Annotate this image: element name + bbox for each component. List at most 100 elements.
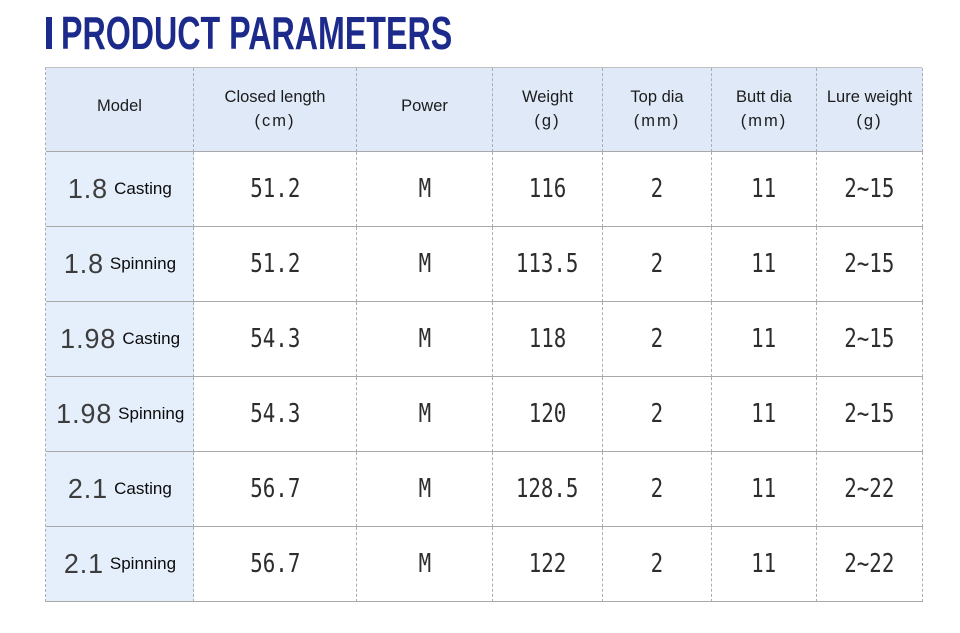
header-unit: (mm) <box>633 112 681 131</box>
value: M <box>418 399 431 429</box>
value: 54.3 <box>249 399 301 429</box>
cell-power: M <box>357 377 493 452</box>
cell-power: M <box>357 452 493 527</box>
value: 2 <box>650 324 664 354</box>
cell-butt-dia: 11 <box>712 452 817 527</box>
cell-model: 1.98 Spinning <box>46 377 194 452</box>
model-size: 1.8 <box>68 173 109 204</box>
header-cell-model: Model <box>46 68 194 152</box>
value: 2~15 <box>844 324 895 354</box>
cell-top-dia: 2 <box>603 377 712 452</box>
cell-weight: 122 <box>493 527 603 602</box>
cell-power: M <box>357 302 493 377</box>
value: 122 <box>528 549 567 579</box>
title-accent-bar <box>46 17 52 49</box>
value: M <box>418 249 431 279</box>
header-label: Closed length <box>224 88 326 107</box>
cell-top-dia: 2 <box>603 452 712 527</box>
cell-closed-length: 56.7 <box>194 452 357 527</box>
header-unit: (g) <box>856 112 883 131</box>
value: M <box>418 174 431 204</box>
value: 56.7 <box>249 549 301 579</box>
value: 116 <box>528 174 567 204</box>
cell-weight: 118 <box>493 302 603 377</box>
header-label: Model <box>97 97 142 116</box>
header-cell-closed-length: Closed length (cm) <box>194 68 357 152</box>
cell-top-dia: 2 <box>603 227 712 302</box>
header-unit: (g) <box>534 112 561 131</box>
model-size: 2.1 <box>68 473 109 504</box>
cell-top-dia: 2 <box>603 152 712 227</box>
cell-lure-weight: 2~22 <box>817 452 923 527</box>
title-section: PRODUCT PARAMETERS <box>46 10 620 56</box>
value: 51.2 <box>249 174 301 204</box>
value: 11 <box>751 474 777 504</box>
cell-lure-weight: 2~22 <box>817 527 923 602</box>
cell-top-dia: 2 <box>603 302 712 377</box>
value: 2 <box>650 174 664 204</box>
cell-lure-weight: 2~15 <box>817 152 923 227</box>
value: 11 <box>751 549 777 579</box>
model-type: Casting <box>114 479 172 498</box>
value: 2~15 <box>844 174 895 204</box>
model-size: 1.98 <box>55 398 112 429</box>
cell-lure-weight: 2~15 <box>817 377 923 452</box>
cell-model: 1.98 Casting <box>46 302 194 377</box>
cell-power: M <box>357 527 493 602</box>
value: 120 <box>528 399 567 429</box>
cell-model: 1.8 Spinning <box>46 227 194 302</box>
cell-model: 1.8 Casting <box>46 152 194 227</box>
model-type: Spinning <box>118 404 185 423</box>
header-cell-butt-dia: Butt dia (mm) <box>712 68 817 152</box>
cell-weight: 128.5 <box>493 452 603 527</box>
cell-butt-dia: 11 <box>712 527 817 602</box>
cell-butt-dia: 11 <box>712 302 817 377</box>
value: M <box>418 324 431 354</box>
model-type: Spinning <box>109 254 177 273</box>
value: 54.3 <box>249 324 301 354</box>
value: 2~22 <box>844 549 895 579</box>
model-type: Spinning <box>109 554 177 573</box>
header-cell-lure-weight: Lure weight (g) <box>817 68 923 152</box>
cell-lure-weight: 2~15 <box>817 302 923 377</box>
cell-closed-length: 56.7 <box>194 527 357 602</box>
header-cell-top-dia: Top dia (mm) <box>603 68 712 152</box>
value: 11 <box>751 174 777 204</box>
header-label: Lure weight <box>826 88 913 107</box>
value: M <box>418 549 431 579</box>
cell-butt-dia: 11 <box>712 152 817 227</box>
cell-weight: 116 <box>493 152 603 227</box>
model-size: 1.8 <box>63 248 105 279</box>
value: 2~22 <box>844 474 895 504</box>
header-label: Power <box>401 97 448 116</box>
header-label: Weight <box>521 88 574 107</box>
value: 11 <box>751 399 777 429</box>
cell-weight: 113.5 <box>493 227 603 302</box>
value: 118 <box>528 324 567 354</box>
value: 113.5 <box>516 249 579 279</box>
value: 128.5 <box>516 474 579 504</box>
value: 11 <box>751 324 777 354</box>
cell-lure-weight: 2~15 <box>817 227 923 302</box>
model-size: 1.98 <box>60 323 117 354</box>
header-cell-power: Power <box>357 68 493 152</box>
header-label: Butt dia <box>736 88 792 107</box>
cell-butt-dia: 11 <box>712 377 817 452</box>
header-unit: (cm) <box>254 112 296 131</box>
value: 2 <box>650 399 664 429</box>
value: 2~15 <box>844 249 895 279</box>
cell-closed-length: 51.2 <box>194 227 357 302</box>
cell-closed-length: 54.3 <box>194 377 357 452</box>
value: 2 <box>650 549 664 579</box>
value: 2 <box>650 249 664 279</box>
value: 56.7 <box>249 474 301 504</box>
value: 11 <box>751 249 777 279</box>
cell-weight: 120 <box>493 377 603 452</box>
cell-power: M <box>357 152 493 227</box>
cell-closed-length: 54.3 <box>194 302 357 377</box>
page-title: PRODUCT PARAMETERS <box>61 7 453 59</box>
value: 2 <box>650 474 664 504</box>
header-cell-weight: Weight (g) <box>493 68 603 152</box>
header-unit: (mm) <box>740 112 788 131</box>
cell-top-dia: 2 <box>603 527 712 602</box>
